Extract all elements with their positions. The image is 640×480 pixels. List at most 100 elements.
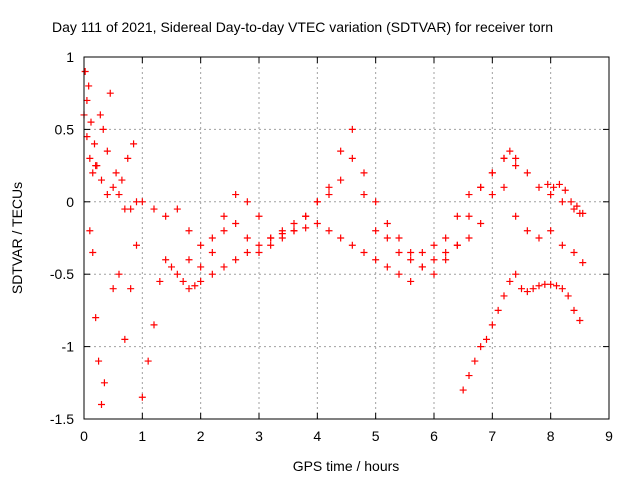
data-point <box>255 241 263 249</box>
data-point <box>127 205 135 213</box>
data-point <box>124 154 132 162</box>
x-tick-label: 6 <box>430 428 438 444</box>
data-point <box>488 321 496 329</box>
data-point <box>85 82 93 90</box>
data-point <box>518 285 525 293</box>
data-point <box>91 140 98 148</box>
data-point <box>267 241 275 249</box>
data-point <box>512 212 520 220</box>
data-point <box>407 277 415 285</box>
data-point <box>579 209 587 217</box>
data-point <box>506 277 514 285</box>
data-point <box>173 205 181 213</box>
x-tick-label: 9 <box>605 428 613 444</box>
data-point <box>407 248 415 256</box>
data-point <box>407 256 415 264</box>
data-point <box>197 277 205 285</box>
data-point <box>395 234 403 242</box>
data-point <box>576 317 584 325</box>
data-point <box>523 288 531 296</box>
data-point <box>179 277 187 285</box>
data-point <box>83 96 91 104</box>
data-point <box>465 234 473 242</box>
data-point <box>109 285 117 293</box>
data-point <box>103 191 111 199</box>
data-point <box>92 314 100 322</box>
data-point <box>267 234 275 242</box>
data-point <box>383 220 391 228</box>
data-point <box>418 248 426 256</box>
data-point <box>553 282 560 290</box>
x-tick-label: 2 <box>197 428 205 444</box>
data-point <box>144 357 152 365</box>
data-point <box>550 183 558 191</box>
y-tick-label: 0.5 <box>55 121 75 137</box>
data-point <box>547 280 555 288</box>
data-point <box>535 282 543 290</box>
y-tick-label: 0 <box>66 194 74 210</box>
data-point <box>506 147 514 155</box>
series-track-A <box>80 111 584 264</box>
data-point <box>544 180 552 188</box>
y-tick-label: 1 <box>66 49 74 65</box>
data-point <box>173 270 181 278</box>
data-point <box>471 357 479 365</box>
data-point <box>290 227 298 235</box>
data-point <box>360 169 368 177</box>
data-point <box>360 248 368 256</box>
data-point <box>243 234 251 242</box>
data-point <box>372 256 380 264</box>
data-point <box>115 191 123 199</box>
data-point <box>372 227 380 235</box>
data-points <box>80 67 587 409</box>
data-point <box>156 277 164 285</box>
data-point <box>337 234 345 242</box>
data-point <box>86 227 94 235</box>
data-point <box>430 270 438 278</box>
data-point <box>138 198 146 206</box>
x-tick-label: 0 <box>80 428 88 444</box>
series-track-E <box>544 180 587 217</box>
data-point <box>523 227 531 235</box>
data-point <box>87 118 95 126</box>
data-point <box>121 335 129 343</box>
data-point <box>348 241 356 249</box>
data-point <box>232 191 240 199</box>
data-point <box>570 306 578 314</box>
data-point <box>453 241 461 249</box>
data-point <box>313 198 321 206</box>
data-point <box>337 176 345 184</box>
data-point <box>208 248 216 256</box>
data-point <box>133 241 140 249</box>
data-point <box>561 186 569 194</box>
y-tick-label: -1 <box>62 339 75 355</box>
data-point <box>500 154 508 162</box>
data-point <box>130 140 138 148</box>
data-point <box>477 220 485 228</box>
chart-title: Day 111 of 2021, Sidereal Day-to-day VTE… <box>52 19 553 35</box>
x-tick-label: 1 <box>138 428 146 444</box>
data-point <box>185 256 193 264</box>
data-point <box>348 154 356 162</box>
data-point <box>86 154 94 162</box>
data-point <box>395 270 403 278</box>
data-point <box>494 306 502 314</box>
x-tick-label: 7 <box>488 428 496 444</box>
data-point <box>395 248 403 256</box>
data-point <box>567 198 575 206</box>
series-early-scatter <box>81 67 140 409</box>
grid <box>84 57 609 419</box>
data-point <box>208 270 216 278</box>
series-track-D <box>459 270 584 394</box>
data-point <box>220 212 228 220</box>
data-point <box>98 176 105 184</box>
data-point <box>555 180 563 188</box>
data-point <box>430 241 438 249</box>
data-point <box>208 234 216 242</box>
data-point <box>96 111 104 119</box>
data-point <box>95 357 103 365</box>
data-point <box>418 263 426 271</box>
data-point <box>523 169 531 177</box>
series-track-C <box>185 147 520 278</box>
